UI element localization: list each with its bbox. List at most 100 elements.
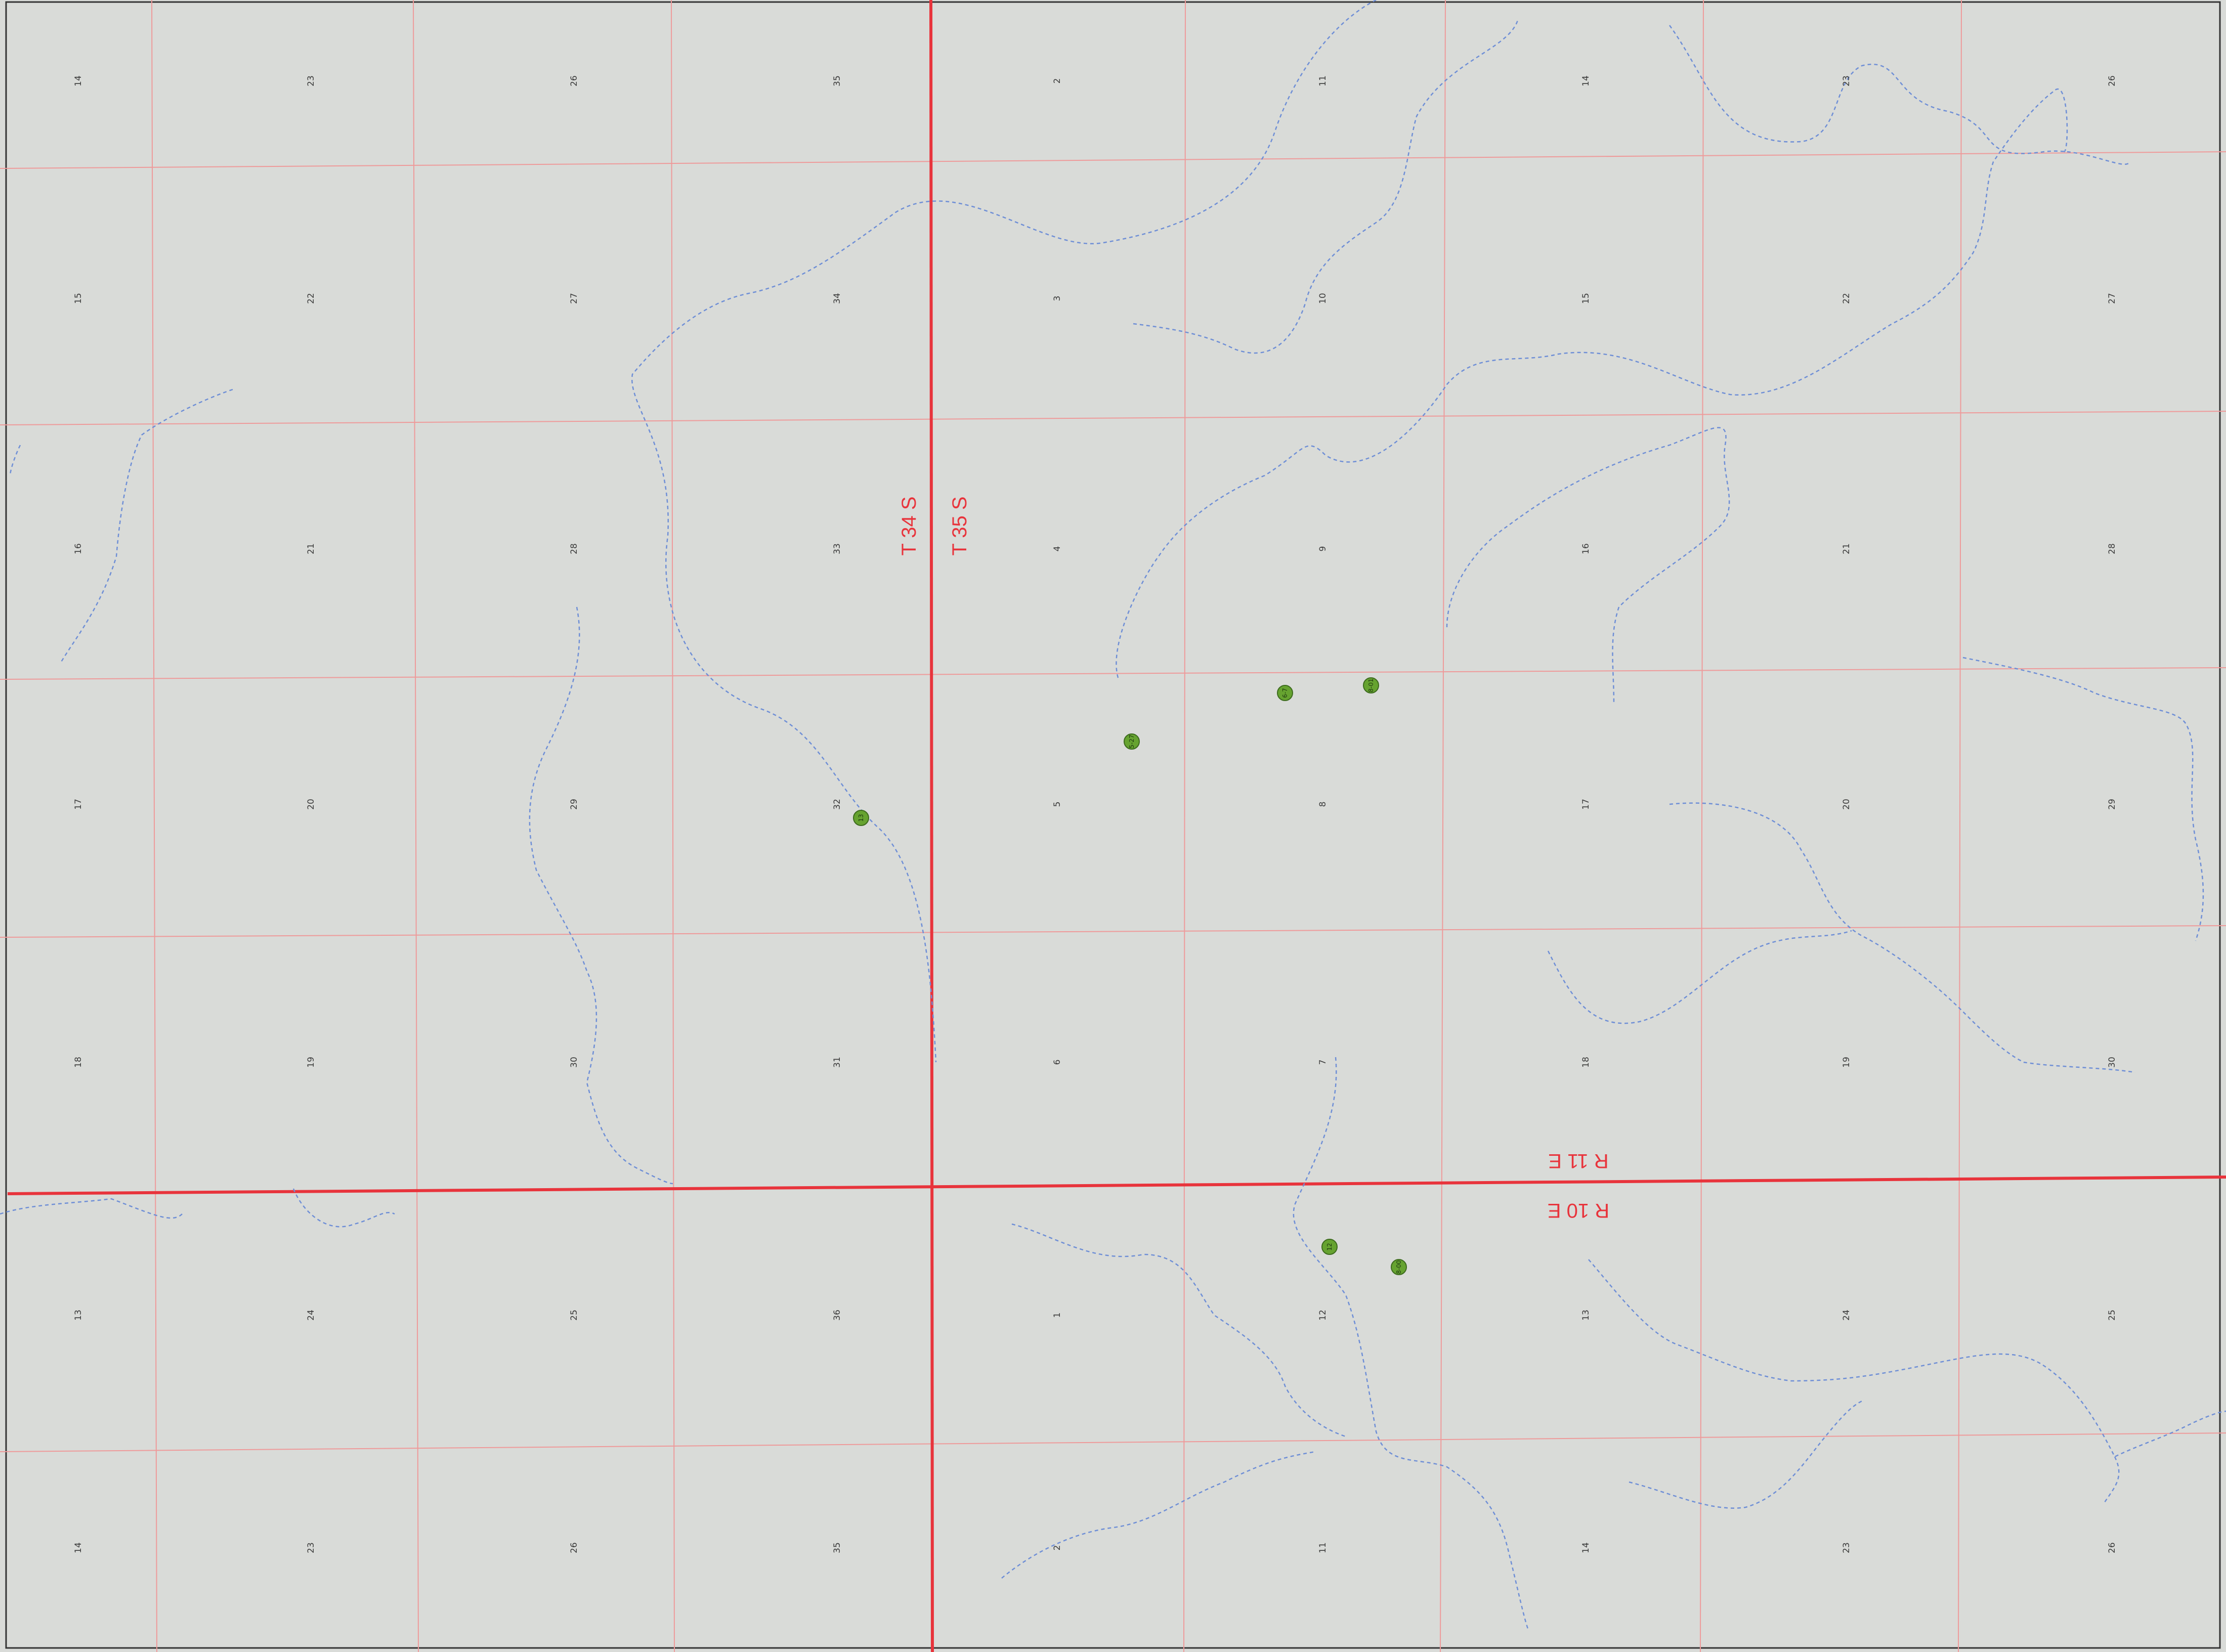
section-number: 26	[569, 75, 579, 86]
section-line-h5	[0, 1432, 2226, 1452]
section-number: 24	[1842, 1310, 1852, 1321]
stream-10	[1011, 1223, 1346, 1438]
well-dot	[1321, 1239, 1338, 1255]
well-label: 6-7	[1281, 688, 1289, 698]
stream-15	[0, 1198, 183, 1219]
well-marker[interactable]: 6-7	[1277, 685, 1293, 701]
section-number: 13	[73, 1310, 83, 1321]
section-number: 14	[1581, 1542, 1591, 1553]
section-number: 31	[832, 1057, 842, 1068]
section-line-v4	[1183, 0, 1186, 1652]
section-number: 19	[1842, 1057, 1852, 1068]
section-number: 14	[1581, 75, 1591, 86]
section-number: 17	[1581, 799, 1591, 810]
well-dot	[853, 810, 869, 826]
section-number: 9	[1318, 546, 1328, 552]
section-number: 26	[2107, 75, 2117, 86]
stream-7	[1669, 802, 2135, 1073]
stream-18	[529, 606, 673, 1185]
section-number: 21	[306, 543, 316, 554]
section-number: 13	[1581, 1310, 1591, 1321]
section-number: 7	[1318, 1060, 1328, 1065]
well-marker[interactable]: 8-01	[1363, 677, 1379, 693]
section-number: 16	[73, 543, 83, 554]
section-number: 3	[1052, 296, 1062, 301]
section-number: 29	[569, 799, 579, 810]
township-line-vertical	[929, 0, 934, 1652]
wells: 13 5-27 6-7 8-01 12 8-00	[853, 677, 1407, 1275]
section-number: 22	[1842, 293, 1852, 304]
section-line-h3	[0, 667, 2226, 680]
well-dot	[1277, 685, 1293, 701]
section-number: 20	[1842, 799, 1852, 810]
section-line-v7	[1958, 0, 1962, 1652]
section-line-v3	[671, 0, 675, 1652]
map-frame	[5, 1, 2221, 1649]
stream-5	[1446, 427, 1730, 704]
section-number: 16	[1581, 543, 1591, 554]
section-number: 17	[73, 799, 83, 810]
section-number: 2	[1052, 78, 1062, 84]
section-number: 14	[73, 1542, 83, 1553]
section-number: 11	[1318, 75, 1328, 86]
section-number: 5	[1052, 802, 1062, 807]
stream-2	[1133, 20, 1519, 354]
stream-1	[631, 0, 1377, 1063]
section-number: 20	[306, 799, 316, 810]
well-marker[interactable]: 8-00	[1391, 1259, 1407, 1275]
township-label-south: T 35 S	[949, 496, 971, 555]
section-number: 14	[73, 75, 83, 86]
range-label-west: R 10 E	[1548, 1199, 1609, 1222]
section-number: 19	[306, 1057, 316, 1068]
section-line-v2	[413, 0, 419, 1652]
section-number: 23	[306, 75, 316, 86]
section-number: 36	[832, 1310, 842, 1321]
township-lines	[7, 0, 2226, 1652]
section-number: 28	[2107, 543, 2117, 554]
section-number: 15	[1581, 293, 1591, 304]
stream-8	[1547, 930, 1852, 1024]
stream-17	[60, 388, 233, 663]
well-marker[interactable]: 13	[853, 810, 869, 826]
section-number: 23	[1842, 1542, 1852, 1553]
section-number: 21	[1842, 543, 1852, 554]
well-label: 8-01	[1367, 678, 1375, 692]
township-labels: T 34 S T 35 S R 11 E R 10 E	[898, 496, 1609, 1222]
section-line-h4	[0, 925, 2226, 938]
section-number: 35	[832, 1542, 842, 1553]
section-number: 32	[832, 799, 842, 810]
well-label: 8-00	[1395, 1260, 1402, 1274]
section-line-h2	[0, 411, 2226, 425]
section-number: 25	[2107, 1310, 2117, 1321]
stream-16	[292, 1188, 395, 1228]
section-number: 22	[306, 293, 316, 304]
well-dot	[1363, 677, 1379, 693]
section-line-v6	[1700, 0, 1704, 1652]
well-marker[interactable]: 5-27	[1124, 733, 1140, 750]
section-number: 8	[1318, 802, 1328, 807]
stream-12	[1588, 1259, 2226, 1458]
well-label: 13	[858, 814, 865, 821]
stream-3	[1668, 25, 2131, 165]
section-number: 6	[1052, 1060, 1062, 1065]
range-line-horizontal	[7, 1176, 2226, 1195]
section-number: 25	[569, 1310, 579, 1321]
section-number: 23	[306, 1542, 316, 1553]
stream-4	[1116, 89, 2068, 678]
section-number: 30	[569, 1057, 579, 1068]
section-number: 10	[1318, 293, 1328, 304]
section-number: 34	[832, 293, 842, 304]
section-number: 28	[569, 543, 579, 554]
section-number: 27	[2107, 293, 2117, 304]
section-number: 11	[1318, 1542, 1328, 1553]
section-number: 15	[73, 293, 83, 304]
section-number: 24	[306, 1310, 316, 1321]
well-marker[interactable]: 12	[1321, 1239, 1338, 1255]
section-number: 18	[1581, 1057, 1591, 1068]
section-number: 35	[832, 75, 842, 86]
section-number: 12	[1318, 1310, 1328, 1321]
section-line-v5	[1440, 0, 1446, 1652]
